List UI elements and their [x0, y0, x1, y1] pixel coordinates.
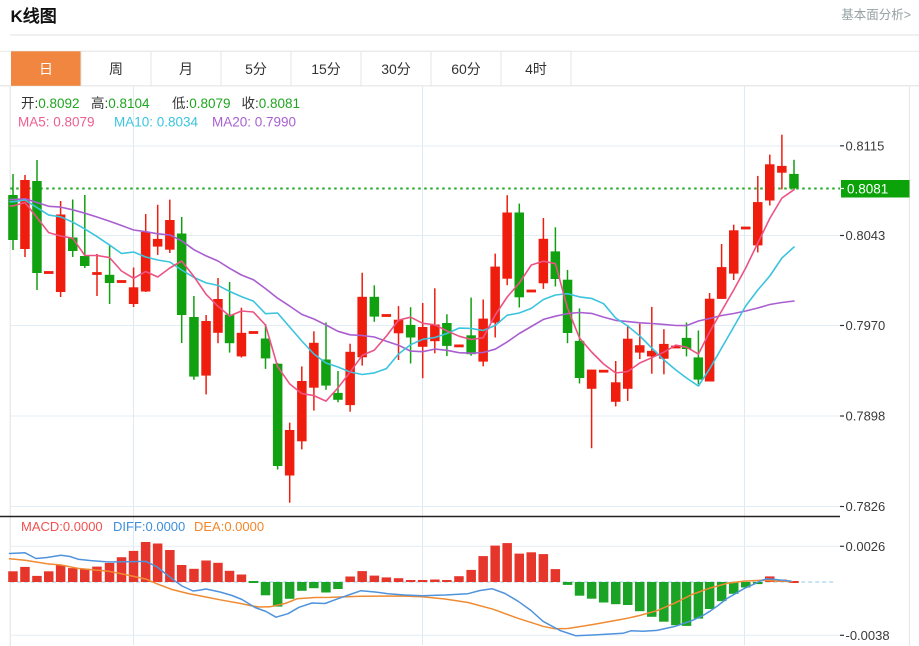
svg-text:0.7898: 0.7898 [846, 409, 886, 424]
svg-text:4时: 4时 [525, 61, 547, 77]
svg-text:0.7826: 0.7826 [846, 499, 886, 514]
svg-text:日: 日 [39, 61, 53, 77]
svg-text:DIFF:0.0000: DIFF:0.0000 [113, 519, 185, 534]
svg-text:低:0.8079: 低:0.8079 [172, 96, 231, 111]
svg-text:0.8115: 0.8115 [846, 138, 885, 153]
svg-text:K线图: K线图 [11, 6, 57, 26]
svg-text:MA5: 0.8079: MA5: 0.8079 [18, 115, 95, 130]
svg-text:-0.0038: -0.0038 [846, 628, 890, 643]
svg-text:月: 月 [179, 61, 193, 77]
svg-text:开:0.8092: 开:0.8092 [21, 96, 80, 111]
svg-text:15分: 15分 [311, 61, 341, 77]
svg-text:DEA:0.0000: DEA:0.0000 [194, 519, 264, 534]
svg-text:MA20: 0.7990: MA20: 0.7990 [212, 115, 296, 130]
svg-text:0.8043: 0.8043 [846, 228, 886, 243]
svg-text:高:0.8104: 高:0.8104 [91, 95, 150, 111]
svg-text:0.7970: 0.7970 [846, 318, 886, 333]
svg-text:MACD:0.0000: MACD:0.0000 [21, 519, 103, 534]
svg-text:基本面分析>: 基本面分析> [841, 8, 911, 22]
svg-text:0.8081: 0.8081 [847, 182, 888, 197]
svg-text:0.0026: 0.0026 [846, 539, 886, 554]
svg-text:5分: 5分 [245, 61, 267, 77]
svg-text:30分: 30分 [381, 61, 411, 77]
svg-text:MA10: 0.8034: MA10: 0.8034 [114, 115, 199, 130]
svg-text:60分: 60分 [451, 61, 481, 77]
svg-text:收:0.8081: 收:0.8081 [242, 96, 301, 111]
svg-text:周: 周 [109, 61, 123, 77]
